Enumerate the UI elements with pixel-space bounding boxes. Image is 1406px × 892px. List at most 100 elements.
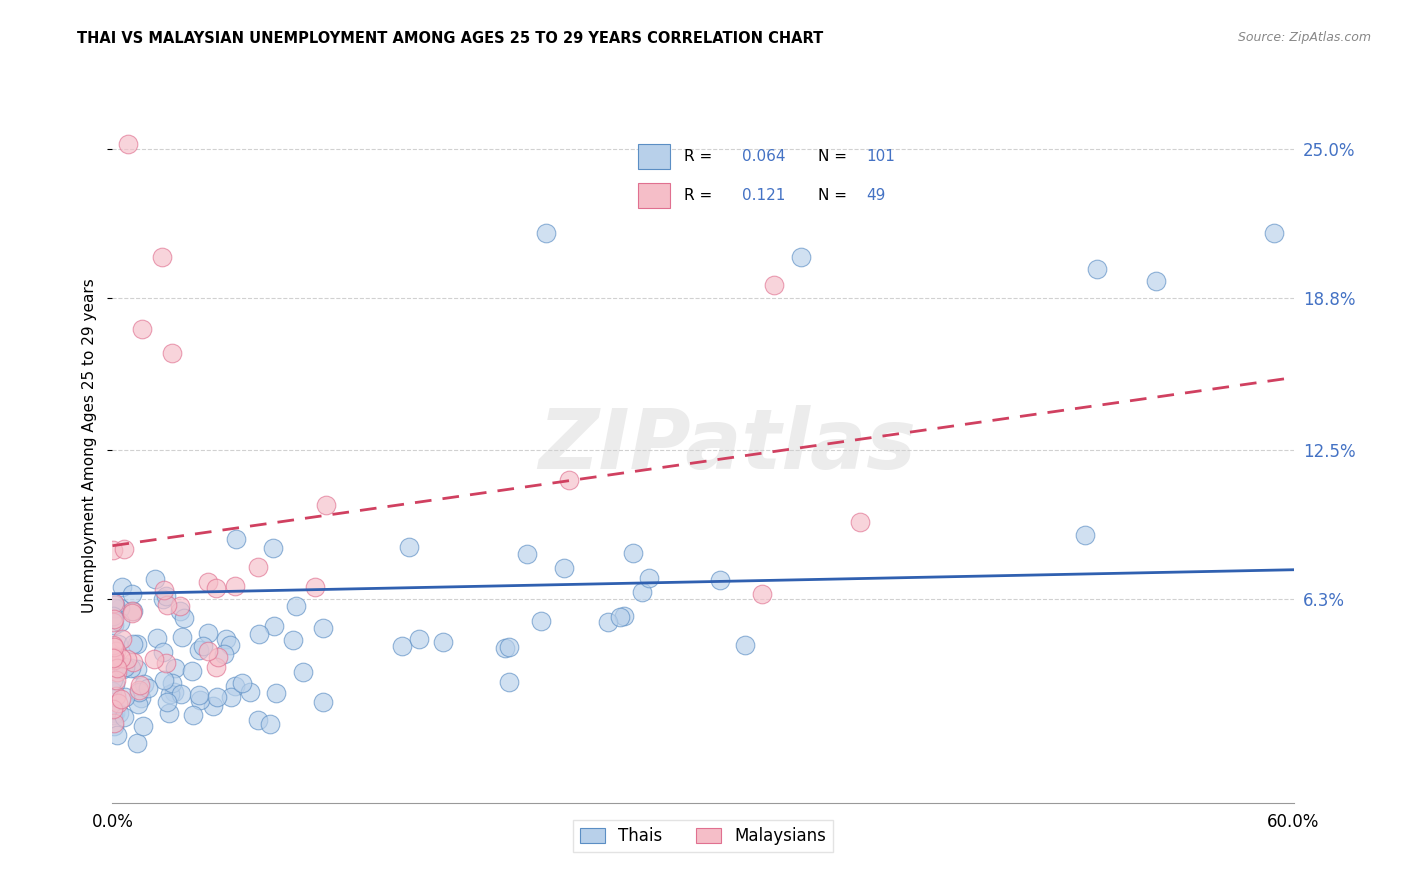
Point <box>155 589 177 603</box>
Point <box>1144 274 1167 288</box>
Point <box>221 690 243 704</box>
Point <box>191 639 214 653</box>
Point <box>105 690 128 704</box>
Point <box>553 561 575 575</box>
Point <box>101 702 124 716</box>
Point <box>224 679 246 693</box>
Text: Source: ZipAtlas.com: Source: ZipAtlas.com <box>1237 31 1371 45</box>
Point <box>105 644 128 658</box>
Point <box>790 251 813 265</box>
Point <box>103 638 125 652</box>
Text: 49: 49 <box>866 188 886 202</box>
Point <box>170 630 193 644</box>
Point <box>169 604 191 618</box>
Point <box>205 581 228 595</box>
Point <box>155 656 177 670</box>
Point <box>494 641 516 656</box>
Point <box>292 665 315 680</box>
Point <box>262 541 284 556</box>
Point <box>132 719 155 733</box>
Text: R =: R = <box>683 188 721 202</box>
Point <box>516 547 538 561</box>
Point <box>197 644 219 658</box>
Point <box>145 631 167 645</box>
Point <box>112 542 135 557</box>
Y-axis label: Unemployment Among Ages 25 to 29 years: Unemployment Among Ages 25 to 29 years <box>82 278 97 614</box>
Point <box>129 678 152 692</box>
Point <box>219 638 242 652</box>
Point <box>398 541 420 555</box>
Point <box>187 642 209 657</box>
Legend: Thais, Malaysians: Thais, Malaysians <box>574 821 832 852</box>
Point <box>101 651 124 665</box>
Point <box>181 664 204 678</box>
Point <box>259 716 281 731</box>
Point <box>114 690 136 705</box>
Point <box>101 684 124 698</box>
Point <box>108 706 131 721</box>
Point <box>110 692 132 706</box>
Point <box>131 691 153 706</box>
Point <box>127 698 149 712</box>
Point <box>131 322 153 336</box>
Point <box>103 615 125 630</box>
Point <box>225 533 247 547</box>
Point <box>631 585 654 599</box>
Point <box>103 715 125 730</box>
Point <box>408 632 430 647</box>
Point <box>285 599 308 613</box>
Point <box>104 673 127 688</box>
Point <box>105 729 128 743</box>
Point <box>207 649 229 664</box>
Point <box>609 610 631 624</box>
Point <box>157 706 180 720</box>
Point <box>125 736 148 750</box>
Point <box>110 650 132 665</box>
Point <box>155 695 177 709</box>
Point <box>112 710 135 724</box>
Point <box>121 604 143 618</box>
Point <box>187 689 209 703</box>
Point <box>101 707 124 722</box>
Point <box>598 615 620 630</box>
Point <box>103 653 125 667</box>
Point <box>143 651 166 665</box>
Point <box>103 618 125 632</box>
Point <box>163 684 186 698</box>
Point <box>212 647 235 661</box>
Text: N =: N = <box>817 188 852 202</box>
Point <box>152 645 174 659</box>
Point <box>224 579 246 593</box>
Point <box>263 618 285 632</box>
Point <box>101 673 124 687</box>
Point <box>534 227 557 241</box>
Point <box>156 598 179 612</box>
Point <box>121 587 143 601</box>
Point <box>111 580 134 594</box>
Point <box>103 608 125 623</box>
Point <box>104 706 127 721</box>
Point <box>103 596 125 610</box>
Point <box>1085 262 1108 277</box>
Point <box>530 615 553 629</box>
Point <box>613 608 636 623</box>
Point <box>101 543 124 558</box>
Point <box>115 652 138 666</box>
Point <box>104 598 127 612</box>
Point <box>159 688 181 702</box>
Point <box>128 682 150 697</box>
Point <box>150 251 173 265</box>
Point <box>1263 227 1285 241</box>
Point <box>103 640 125 655</box>
Point <box>637 571 659 585</box>
Point <box>621 546 644 560</box>
Point <box>107 660 129 674</box>
Point <box>849 515 872 529</box>
Point <box>201 698 224 713</box>
Point <box>169 599 191 613</box>
Point <box>121 637 143 651</box>
Point <box>247 627 270 641</box>
Text: 101: 101 <box>866 149 896 163</box>
FancyBboxPatch shape <box>638 183 671 208</box>
Point <box>107 637 129 651</box>
